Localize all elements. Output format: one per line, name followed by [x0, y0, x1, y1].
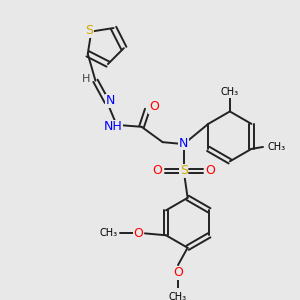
Text: O: O — [152, 164, 162, 178]
Text: CH₃: CH₃ — [267, 142, 286, 152]
Text: O: O — [149, 100, 159, 113]
Text: N: N — [179, 136, 188, 150]
Text: S: S — [180, 164, 188, 178]
Text: CH₃: CH₃ — [99, 228, 118, 239]
Text: O: O — [133, 227, 143, 240]
Text: O: O — [206, 164, 216, 178]
Text: NH: NH — [103, 120, 122, 133]
Text: CH₃: CH₃ — [169, 292, 187, 300]
Text: H: H — [82, 74, 90, 84]
Text: N: N — [106, 94, 116, 107]
Text: S: S — [85, 24, 93, 37]
Text: O: O — [173, 266, 183, 279]
Text: CH₃: CH₃ — [221, 87, 239, 97]
